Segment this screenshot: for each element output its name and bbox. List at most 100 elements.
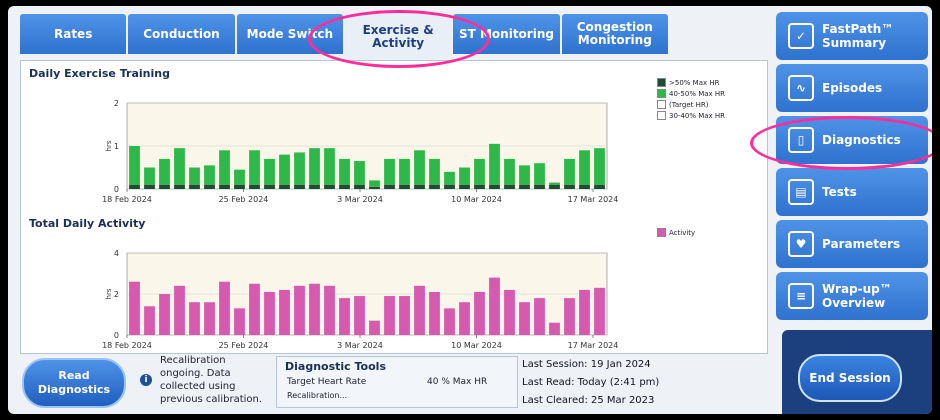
bar [189, 302, 200, 335]
bar [339, 184, 350, 189]
tab-bar: Rates Conduction Mode Switch Exercise & Act… [20, 14, 670, 60]
bar [294, 285, 305, 335]
session-info: Last Session: 19 Jan 2024 Last Read: Tod… [522, 356, 762, 410]
bar [459, 167, 470, 185]
bar [309, 148, 320, 185]
tab-conduction[interactable]: Conduction [128, 14, 235, 54]
checkbox-icon: ✓ [788, 23, 814, 49]
sidebar-item-episodes[interactable]: ∿ Episodes [776, 64, 928, 112]
last-read: Last Read: Today (2:41 pm) [522, 377, 660, 388]
bar [324, 184, 335, 189]
target-hr-value: 40 % Max HR [427, 377, 488, 387]
legend-label: (Target HR) [669, 100, 709, 109]
bar [339, 298, 350, 335]
bar [279, 184, 290, 189]
bar [519, 184, 530, 189]
y-tick-label: 2 [114, 99, 119, 108]
bar [219, 281, 230, 335]
ecg-icon: ∿ [788, 75, 814, 101]
bar [354, 161, 365, 185]
bar [399, 158, 410, 185]
list-icon: ≡ [788, 283, 814, 309]
bar [459, 184, 470, 189]
bar [144, 184, 155, 189]
bar [324, 285, 335, 335]
bar [279, 154, 290, 185]
sidebar-item-parameters[interactable]: ♥ Parameters [776, 220, 928, 268]
sidebar-item-diagnostics[interactable]: ▯ Diagnostics [776, 116, 928, 164]
y-tick-label: 2 [114, 290, 119, 299]
sidebar-item-label: Diagnostics [822, 133, 901, 147]
bar [369, 180, 380, 187]
bar [264, 184, 275, 189]
bar [489, 184, 500, 189]
bar [384, 158, 395, 185]
programmer-screen: Rates Conduction Mode Switch Exercise & Act… [8, 6, 932, 414]
bar [429, 291, 440, 335]
clipboard-icon: ▤ [788, 179, 814, 205]
y-tick-label: 4 [114, 249, 119, 258]
bar [234, 308, 245, 335]
bar [159, 294, 170, 335]
bar [474, 158, 485, 185]
bar [504, 289, 515, 335]
sidebar-item-wrap[interactable]: ≡ Wrap-up™ Overview [776, 272, 928, 320]
legend-entry: 30-40% Max HR [657, 110, 725, 121]
bar [354, 296, 365, 335]
legend-label: Activity [669, 228, 696, 237]
bar [174, 148, 185, 185]
bar [444, 171, 455, 185]
last-session: Last Session: 19 Jan 2024 [522, 359, 651, 370]
read-diagnostics-label: Read Diagnostics [37, 369, 111, 396]
bar [564, 184, 575, 189]
bar [249, 184, 260, 189]
recalibration-message: Recalibration ongoing. Data collected us… [160, 355, 263, 405]
x-tick-label: 10 Mar 2024 [451, 341, 502, 350]
bar [219, 150, 230, 185]
bar [264, 291, 275, 335]
tab-rates[interactable]: Rates [20, 14, 127, 54]
bar [429, 184, 440, 189]
bar [129, 146, 140, 185]
tab-exercise-activity[interactable]: Exercise & Activity [344, 14, 452, 60]
sidebar-nav: ✓ FastPath™ Summary ∿ Episodes ▯ Diagnostics ▤… [776, 12, 928, 330]
bar [384, 296, 395, 335]
bar [144, 306, 155, 335]
bar [534, 184, 545, 189]
exercise-legend: >50% Max HR 40-50% Max HR (Target HR) 30-40… [657, 77, 725, 121]
tab-st-monitoring[interactable]: ST Monitoring [453, 14, 560, 54]
sidebar-item-fastpath[interactable]: ✓ FastPath™ Summary [776, 12, 928, 60]
legend-swatch [657, 228, 666, 237]
bar [189, 167, 200, 185]
bar [129, 281, 140, 335]
bar [414, 184, 425, 189]
x-tick-label: 18 Feb 2024 [102, 195, 152, 204]
x-tick-label: 3 Mar 2024 [337, 195, 383, 204]
status-bar: Read Diagnostics i Recalibration ongoing… [8, 330, 932, 414]
tab-mode-switch[interactable]: Mode Switch [236, 14, 343, 54]
bar [459, 302, 470, 335]
bar [204, 165, 215, 185]
legend-label: 30-40% Max HR [669, 111, 726, 120]
exercise-chart-title: Daily Exercise Training [29, 67, 170, 80]
tab-congestion-monitoring[interactable]: Congestion Monitoring [561, 14, 668, 54]
bar [144, 167, 155, 185]
x-tick-label: 25 Feb 2024 [219, 195, 269, 204]
legend-swatch [657, 78, 666, 87]
bar [129, 184, 140, 189]
read-diagnostics-button[interactable]: Read Diagnostics [22, 358, 126, 408]
sidebar-item-tests[interactable]: ▤ Tests [776, 168, 928, 216]
y-tick-label: 1 [114, 142, 119, 151]
end-session-button[interactable]: End Session [798, 354, 902, 402]
recalibration-status: Recalibration... [287, 391, 348, 400]
bar [309, 283, 320, 335]
last-cleared: Last Cleared: 25 Mar 2023 [522, 395, 655, 406]
activity-chart: 0 2 4 hrs 18 Feb 2024 25 Feb 2024 3 Mar 2024 10… [102, 249, 618, 350]
y-tick-label: 0 [114, 185, 119, 194]
diagnostic-tools-panel: Diagnostic Tools Target Heart Rate 40 % … [276, 356, 518, 408]
bar [399, 296, 410, 335]
bar [414, 285, 425, 335]
bar [324, 148, 335, 185]
x-tick-label: 10 Mar 2024 [451, 195, 502, 204]
bar [489, 143, 500, 185]
